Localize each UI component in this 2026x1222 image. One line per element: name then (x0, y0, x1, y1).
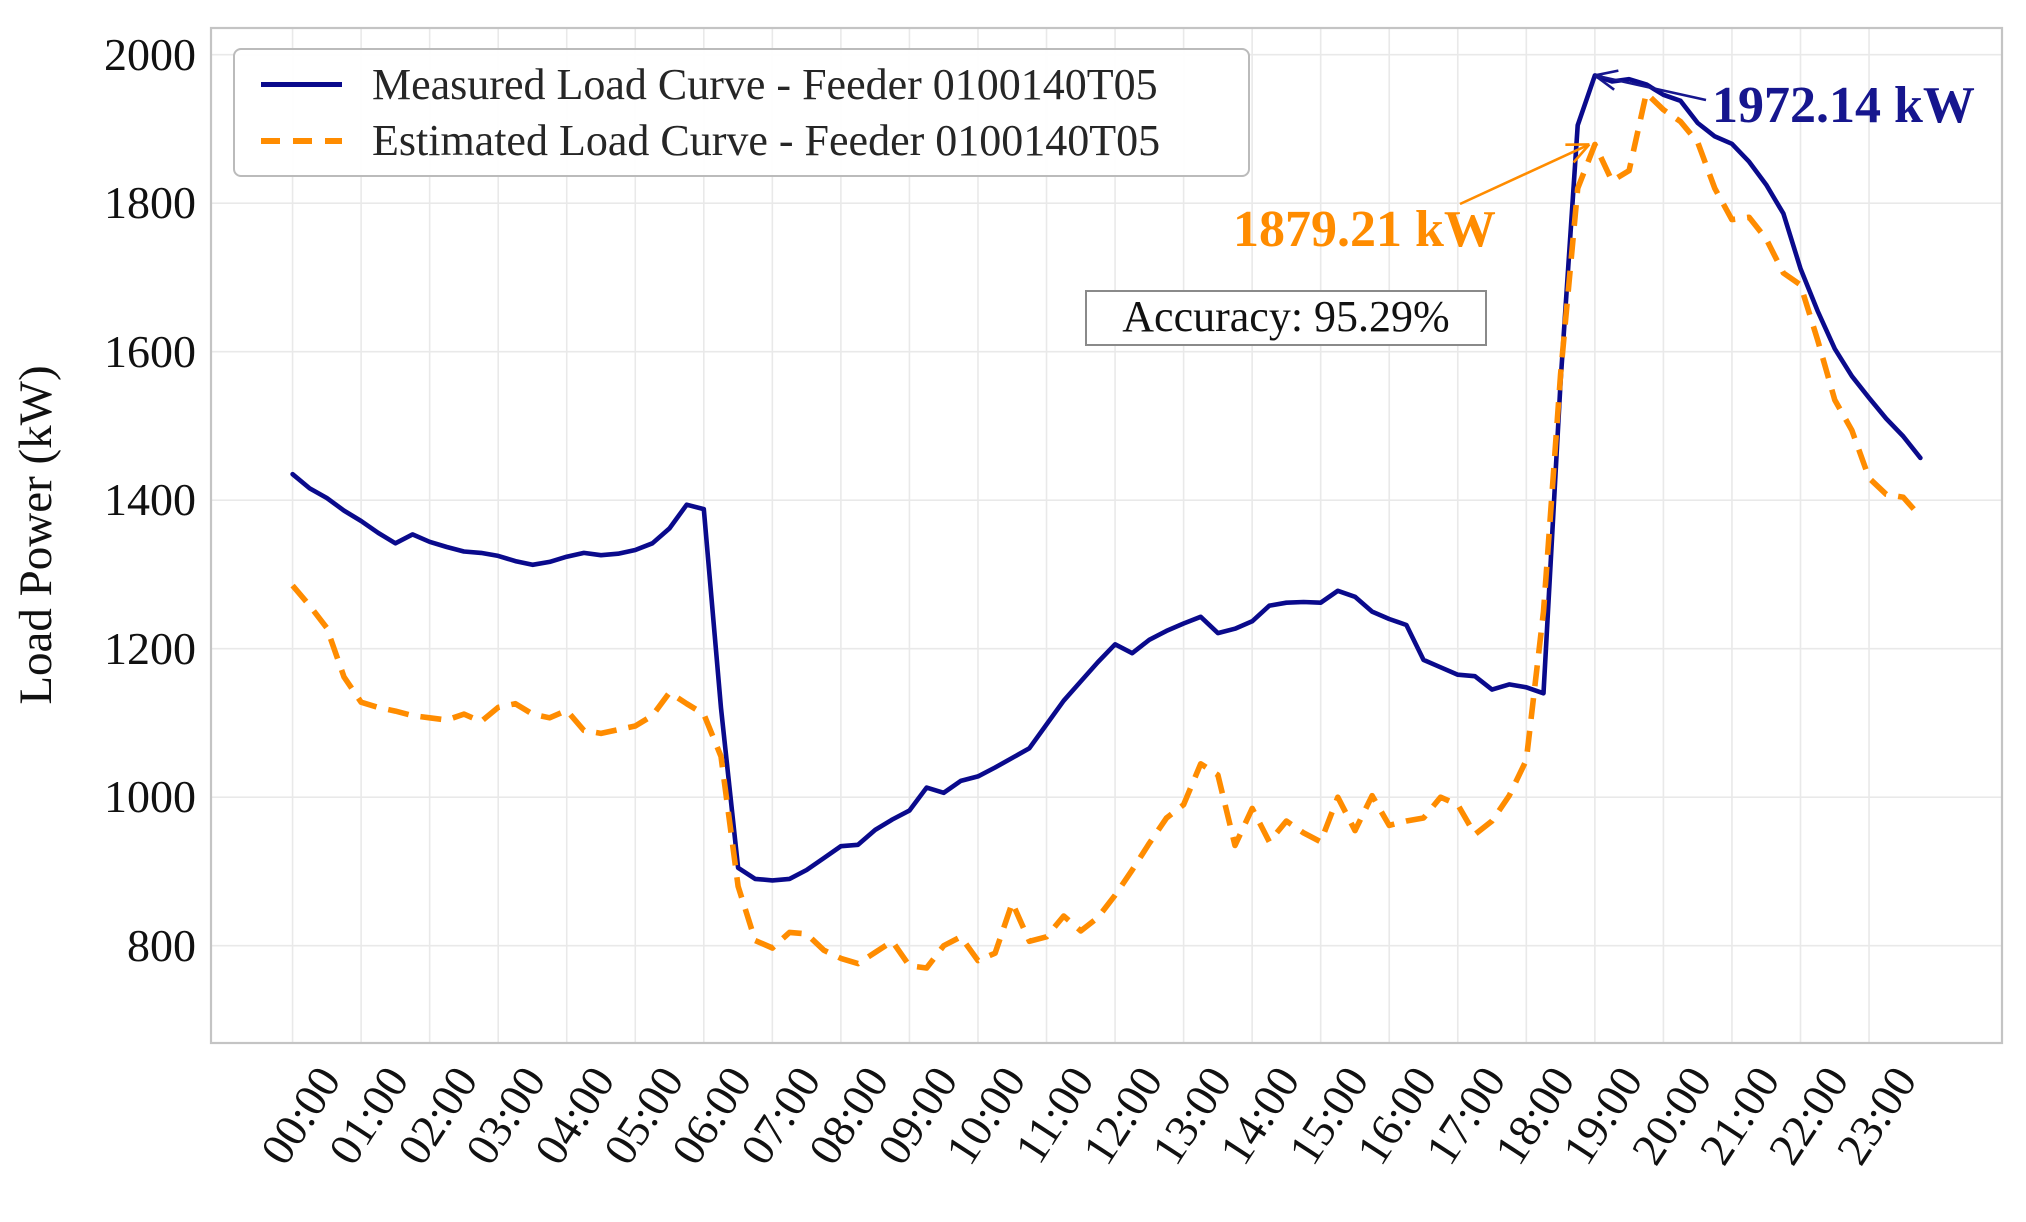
y-tick-label: 1800 (104, 177, 196, 229)
y-tick-label: 1600 (104, 325, 196, 377)
y-tick-label: 1400 (104, 474, 196, 526)
annotation-arrow-estimated-head (1572, 143, 1591, 164)
annotation-arrow-measured (1594, 74, 1707, 102)
measured-load-line (290, 73, 1923, 883)
legend: Measured Load Curve - Feeder 0100140T05 … (233, 48, 1250, 177)
annotation-arrow-estimated (1459, 143, 1590, 206)
peak-annotation-measured: 1972.14 kW (1712, 77, 1975, 134)
y-tick-label: 1200 (104, 622, 196, 674)
annotation-arrow-measured-head (1594, 69, 1619, 77)
measured-line-sample-icon (261, 82, 342, 87)
legend-label-measured: Measured Load Curve - Feeder 0100140T05 (372, 60, 1158, 109)
peak-annotation-estimated: 1879.21 kW (1233, 201, 1496, 258)
accuracy-badge: Accuracy: 95.29% (1085, 290, 1487, 346)
legend-row-measured: Measured Load Curve - Feeder 0100140T05 (261, 59, 1248, 110)
plot-border (209, 26, 2004, 1045)
estimated-load-line (290, 90, 1923, 971)
y-tick-label: 800 (127, 919, 196, 971)
estimated-line-sample-icon (261, 137, 342, 144)
annotation-arrow-measured-head (1594, 74, 1615, 91)
y-tick-label: 2000 (104, 28, 196, 80)
legend-row-estimated: Estimated Load Curve - Feeder 0100140T05 (261, 115, 1248, 166)
legend-label-estimated: Estimated Load Curve - Feeder 0100140T05 (372, 116, 1161, 165)
y-tick-label: 1000 (104, 771, 196, 823)
